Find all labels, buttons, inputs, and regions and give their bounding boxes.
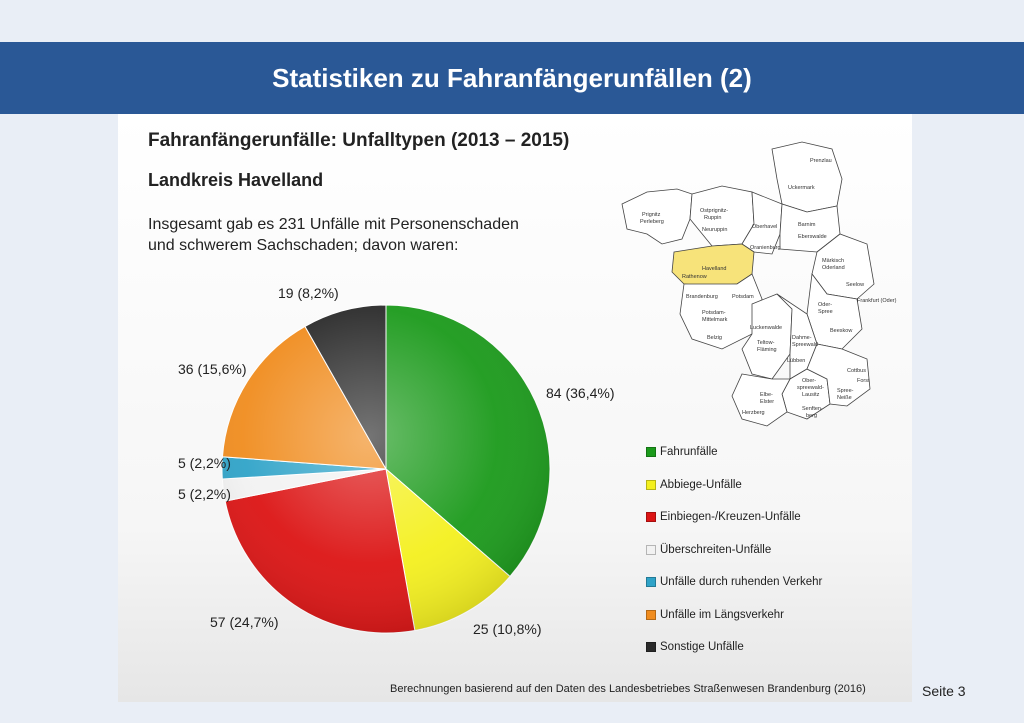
legend-item-3: Einbiegen-/Kreuzen-Unfälle [646, 501, 822, 534]
map-label-spree-neisse-2: Neiße [837, 395, 852, 401]
map-label-ose-3: Lausitz [802, 392, 820, 398]
pie-slice-label-3: 57 (24,7%) [210, 614, 278, 630]
map-label-frankfurt: Frankfurt (Oder) [857, 298, 897, 304]
header-bar: Statistiken zu Fahranfängerunfällen (2) [0, 42, 1024, 114]
map-label-elbe-2: Elster [760, 399, 774, 405]
chart-heading: Fahranfängerunfälle: Unfalltypen (2013 –… [148, 130, 570, 151]
legend-swatch-1 [646, 447, 656, 458]
map-label-oberhavel: Oberhavel [752, 224, 777, 230]
map-label-oranienburg: Oranienburg [750, 245, 781, 251]
legend-item-5: Unfälle durch ruhenden Verkehr [646, 566, 822, 599]
map-region-uckermark [771, 141, 843, 213]
map-label-beeskow: Beeskow [830, 328, 852, 334]
legend-label-7: Sonstige Unfälle [660, 641, 744, 654]
map-label-oder-spree-1: Oder- [818, 302, 832, 308]
pie-slice-label-5: 5 (2,2%) [178, 455, 231, 471]
map-label-forst: Forst [857, 378, 870, 384]
map-region-prignitz [621, 188, 693, 245]
map-label-luckenwalde: Luckenwalde [750, 325, 782, 331]
legend-item-1: Fahrunfälle [646, 436, 822, 469]
map-region-elbe-elster [731, 373, 791, 427]
page-number: Seite 3 [922, 683, 966, 699]
map-label-dahme-2: Spreewald [792, 342, 818, 348]
intro-line-2: und schwerem Sachschaden; davon waren: [148, 237, 459, 254]
legend-swatch-7 [646, 642, 656, 653]
pie-slice-label-7: 19 (8,2%) [278, 285, 339, 301]
map-label-elbe-1: Elbe- [760, 392, 773, 398]
legend-label-4: Überschreiten-Unfälle [660, 543, 772, 556]
map-label-berg: berg [806, 413, 817, 419]
map-label-uckermark: Uckermark [788, 185, 815, 191]
map-label-potsdam-mittelmark-2: Mittelmark [702, 317, 728, 323]
legend-label-2: Abbiege-Unfälle [660, 478, 742, 491]
pie-slice-label-1: 84 (36,4%) [546, 385, 614, 401]
map-label-teltow-1: Teltow- [757, 340, 775, 346]
map-region-spree-neisse [806, 343, 871, 407]
map-label-teltow-2: Fläming [757, 347, 777, 353]
legend-item-4: Überschreiten-Unfälle [646, 534, 822, 567]
map-label-havelland: Havelland [702, 266, 726, 272]
map-label-potsdam-mittelmark-1: Potsdam- [702, 310, 726, 316]
map-label-neuruppin: Neuruppin [702, 227, 727, 233]
legend-item-2: Abbiege-Unfälle [646, 469, 822, 502]
legend-swatch-5 [646, 577, 656, 588]
map-label-prignitz: Prignitz [642, 212, 661, 218]
page-title: Statistiken zu Fahranfängerunfällen (2) [272, 62, 752, 93]
top-band [0, 0, 1024, 42]
map-label-eberswalde: Eberswalde [798, 234, 827, 240]
map-label-maerkisch: Märkisch [822, 258, 844, 264]
map-label-oder-spree-2: Spree [818, 309, 833, 315]
map-label-barnim: Barnim [798, 222, 816, 228]
legend-label-5: Unfälle durch ruhenden Verkehr [660, 576, 823, 589]
map-label-spree-neisse-1: Spree- [837, 388, 854, 394]
map-label-perleberg: Perleberg [640, 219, 664, 225]
map-label-belzig: Belzig [707, 335, 722, 341]
legend-item-7: Sonstige Unfälle [646, 631, 822, 664]
brandenburg-map: Prignitz Perleberg Ostprignitz- Ruppin N… [621, 141, 897, 427]
pie-labels: 84 (36,4%) 25 (10,8%) 57 (24,7%) 5 (2,2%) 5 … [178, 285, 614, 637]
pie-slice-label-4: 5 (2,2%) [178, 486, 231, 502]
map-label-senftenberg: Senften- [802, 406, 823, 412]
region-heading: Landkreis Havelland [148, 170, 324, 190]
map-label-cottbus: Cottbus [847, 368, 866, 374]
pie-slice-label-6: 36 (15,6%) [178, 361, 246, 377]
pie-slice-label-2: 25 (10,8%) [473, 621, 541, 637]
legend-swatch-2 [646, 479, 656, 490]
map-label-ose-1: Ober- [802, 378, 816, 384]
legend-label-3: Einbiegen-/Kreuzen-Unfälle [660, 511, 801, 524]
legend-label-1: Fahrunfälle [660, 446, 718, 459]
map-label-seelow: Seelow [846, 282, 864, 288]
map-label-rathenow: Rathenow [682, 274, 707, 280]
map-label-herzberg: Herzberg [742, 410, 765, 416]
legend-swatch-6 [646, 609, 656, 620]
map-region-ostprignitz [689, 185, 755, 247]
intro-text: Insgesamt gab es 231 Unfälle mit Persone… [148, 214, 519, 256]
content-panel: Fahranfängerunfälle: Unfalltypen (2013 –… [118, 114, 912, 702]
map-label-luebben: Lübben [787, 358, 805, 364]
map-label-prenzlau: Prenzlau [810, 158, 832, 164]
legend-swatch-4 [646, 544, 656, 555]
map-label-ostprignitz: Ostprignitz- [700, 208, 728, 214]
legend-item-6: Unfälle im Längsverkehr [646, 599, 822, 632]
pie-slices [221, 304, 551, 634]
map-label-ose-2: spreewald- [797, 385, 824, 391]
chart-legend: Fahrunfälle Abbiege-Unfälle Einbiegen-/Kre… [646, 436, 822, 664]
legend-label-6: Unfälle im Längsverkehr [660, 608, 785, 621]
map-label-brandenburg: Brandenburg [686, 294, 718, 300]
map-label-ruppin: Ruppin [704, 215, 721, 221]
source-note: Berechnungen basierend auf den Daten des… [390, 683, 866, 695]
map-label-oderland: Oderland [822, 265, 845, 271]
map-label-potsdam: Potsdam [732, 294, 754, 300]
legend-swatch-3 [646, 512, 656, 523]
intro-line-1: Insgesamt gab es 231 Unfälle mit Persone… [148, 216, 519, 233]
map-label-dahme-1: Dahme- [792, 335, 812, 341]
